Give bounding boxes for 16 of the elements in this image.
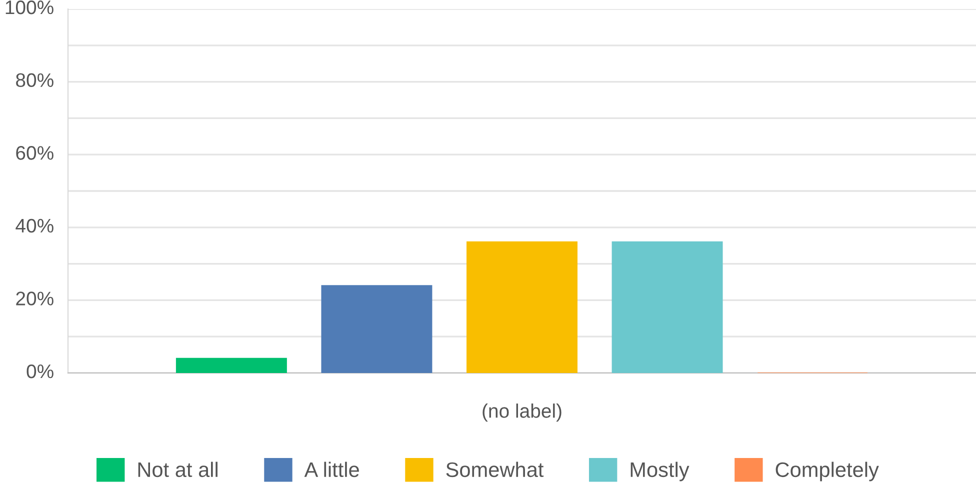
bar: [612, 241, 723, 373]
x-tick-label: (no label): [482, 404, 562, 422]
legend-label: Somewhat: [446, 462, 544, 478]
y-tick-label: 60%: [16, 146, 54, 160]
bar: [176, 358, 287, 373]
legend-label: Not at all: [138, 462, 218, 478]
y-tick-label: 20%: [16, 292, 54, 306]
legend-label: Completely: [776, 462, 879, 482]
y-tick-label: 40%: [16, 218, 54, 233]
y-tick-label: 80%: [16, 73, 54, 88]
bar: [321, 285, 432, 373]
y-tick-label: 100%: [6, 0, 54, 14]
legend-label: A little: [304, 462, 359, 478]
y-tick-label: 0%: [26, 364, 54, 378]
legend-label: Mostly: [630, 462, 690, 482]
bar: [466, 241, 578, 373]
